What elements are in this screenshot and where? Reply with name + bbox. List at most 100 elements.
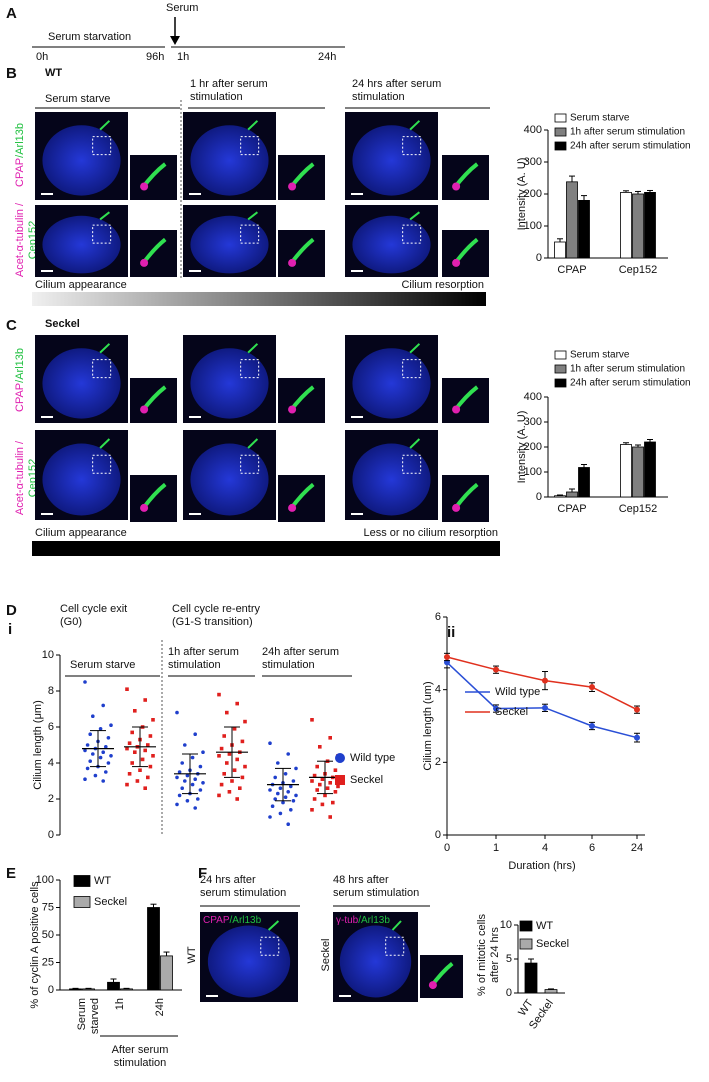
zoom-box xyxy=(92,359,112,379)
y-tick-label: 2 xyxy=(435,756,441,768)
bar xyxy=(620,191,632,259)
dot xyxy=(85,743,90,747)
x-tick-label: 24 xyxy=(631,842,643,854)
dot xyxy=(268,815,272,819)
zoom-box xyxy=(260,936,280,956)
dot xyxy=(91,752,95,756)
zoom-box xyxy=(92,224,112,244)
bar xyxy=(644,441,656,498)
dot xyxy=(323,793,327,798)
y-tick-label: 200 xyxy=(524,188,542,200)
legend-swatch xyxy=(554,364,567,374)
time-label: 24h xyxy=(318,51,336,63)
y-axis-label: % of cyclin A positive cells xyxy=(29,881,41,1009)
nucleus xyxy=(339,925,412,998)
x-tick-label: 24h xyxy=(154,998,166,1016)
nucleus xyxy=(42,215,121,274)
dot xyxy=(83,777,87,781)
dot xyxy=(225,761,229,765)
y-tick-label: 0 xyxy=(435,829,441,841)
dot xyxy=(198,764,203,769)
dot xyxy=(175,710,179,715)
dot xyxy=(130,761,134,765)
dot xyxy=(273,797,278,801)
dot xyxy=(268,788,272,792)
row-label: WT xyxy=(186,946,198,963)
dot xyxy=(232,727,237,731)
zoom-box xyxy=(385,936,405,956)
legend-swatch xyxy=(554,127,567,137)
dot xyxy=(146,775,150,780)
dot xyxy=(101,703,105,708)
stain-label: γ-tub/Arl13b xyxy=(336,915,390,926)
dot xyxy=(318,745,322,749)
dot xyxy=(320,802,325,807)
gradient-bar xyxy=(32,292,486,306)
column-header: Serum starve xyxy=(45,93,110,105)
y-tick-label: 100 xyxy=(524,466,542,478)
dot xyxy=(88,759,92,763)
dot xyxy=(320,777,325,781)
dot xyxy=(193,777,197,781)
nucleus xyxy=(352,215,431,274)
legend-label: Serum starve xyxy=(570,350,630,361)
dot xyxy=(175,802,179,807)
x-tick-label: Serumstarved xyxy=(76,998,101,1034)
serum-label: Serum xyxy=(166,2,198,14)
dot xyxy=(219,782,224,787)
dot xyxy=(289,808,293,812)
dot xyxy=(227,752,232,756)
bar xyxy=(578,199,590,259)
dot xyxy=(283,772,288,776)
dot xyxy=(238,786,242,790)
genotype: Seckel xyxy=(45,318,80,330)
row-label: CPAP/Arl13b xyxy=(14,348,26,412)
legend-label: Seckel xyxy=(536,938,569,950)
y-tick-label: 25 xyxy=(42,956,54,968)
dot xyxy=(146,743,150,747)
dot xyxy=(185,773,190,778)
y-tick-label: 0 xyxy=(536,252,542,264)
y-tick-label: 0 xyxy=(506,987,512,999)
dot xyxy=(143,786,147,790)
dot xyxy=(201,750,205,754)
centrosome xyxy=(452,182,461,191)
dot xyxy=(312,797,317,801)
dot xyxy=(151,718,155,722)
dot xyxy=(222,772,226,776)
cilium xyxy=(247,343,259,354)
cilium xyxy=(267,920,280,931)
legend-swatch xyxy=(335,753,345,763)
bar-label: Less or no cilium resorption xyxy=(363,527,498,539)
y-tick-label: 0 xyxy=(48,984,54,996)
dot xyxy=(83,748,87,753)
marker xyxy=(634,734,640,741)
dot xyxy=(315,788,319,792)
zoom-box xyxy=(240,454,260,474)
nucleus xyxy=(42,125,121,196)
nucleus xyxy=(207,925,291,998)
dot xyxy=(201,781,205,785)
centrosome xyxy=(288,405,297,414)
legend-swatch xyxy=(519,920,533,932)
nucleus xyxy=(190,443,269,516)
y-tick-label: 6 xyxy=(435,611,441,623)
y-tick-label: 0 xyxy=(536,491,542,503)
dot xyxy=(294,793,298,798)
centrosome xyxy=(428,981,437,990)
centrosome xyxy=(140,182,149,191)
column-header: 24 hrs after serum stimulation xyxy=(200,874,286,899)
centrosome xyxy=(140,503,149,512)
phase-label: Cell cycle exit (G0) xyxy=(60,603,127,628)
dot xyxy=(286,752,291,756)
dot xyxy=(281,800,285,805)
y-tick-label: 300 xyxy=(524,416,542,428)
bar xyxy=(147,907,160,991)
dot xyxy=(310,779,314,783)
y-axis-label: Cilium length (um) xyxy=(422,681,434,770)
marker xyxy=(589,723,595,729)
x-axis-label: Duration (hrs) xyxy=(508,860,575,872)
y-axis-label: Cilium length (μm) xyxy=(32,700,44,789)
dot xyxy=(217,793,221,798)
x-tick-label: Cep152 xyxy=(619,264,658,276)
